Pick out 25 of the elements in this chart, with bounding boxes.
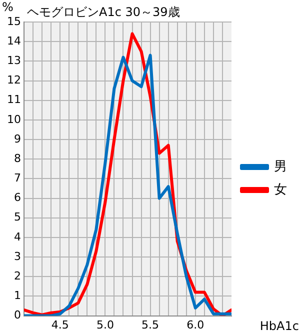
legend-label: 女 xyxy=(274,182,287,198)
y-tick-label: 2 xyxy=(14,269,21,282)
y-tick-label: 3 xyxy=(14,250,21,263)
y-tick-label: 4 xyxy=(14,230,21,244)
y-tick-label: 12 xyxy=(6,74,21,87)
y-tick-label: 5 xyxy=(14,210,21,224)
x-tick-label: 6.0 xyxy=(186,318,204,332)
y-tick-label: 7 xyxy=(14,172,21,185)
y-tick-label: 6 xyxy=(14,191,21,204)
chart-title: ヘモグロビンA1c 30～39歳 xyxy=(26,5,180,20)
y-tick-label: 15 xyxy=(6,14,21,28)
y-tick-label: 14 xyxy=(6,34,21,48)
y-tick-label: 0 xyxy=(14,308,21,322)
y-tick-label: 9 xyxy=(14,132,21,146)
x-tick-label: 5.5 xyxy=(142,318,160,332)
x-axis-title: HbA1c xyxy=(260,318,299,333)
y-tick-label: 1 xyxy=(14,289,21,302)
y-tick-label: 10 xyxy=(6,112,21,126)
y-tick-label: 13 xyxy=(6,54,21,68)
x-tick-label: 5.0 xyxy=(96,318,114,332)
y-axis-title: % xyxy=(2,0,14,14)
x-tick-label: 4.5 xyxy=(51,318,69,332)
y-tick-label: 11 xyxy=(6,93,21,106)
y-tick-label: 8 xyxy=(14,152,21,165)
legend-label: 男 xyxy=(274,159,287,174)
